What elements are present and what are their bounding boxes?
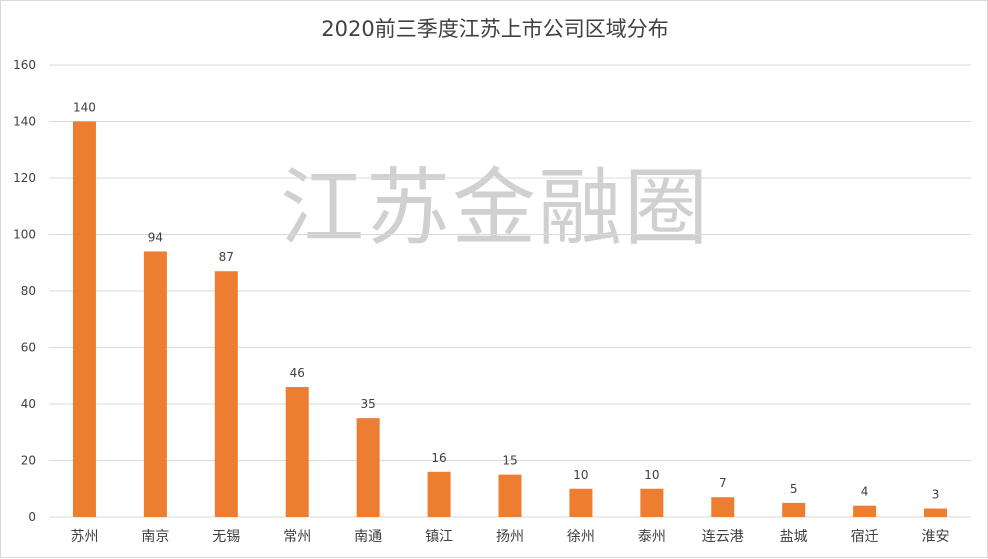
bar-1	[143, 251, 167, 517]
x-category-label: 常州	[283, 529, 311, 545]
y-tick-label: 120	[13, 171, 36, 185]
bar-2	[214, 271, 238, 517]
y-tick-label: 60	[21, 341, 36, 355]
x-category-label: 盐城	[780, 529, 808, 545]
data-label: 10	[573, 468, 588, 482]
x-category-label: 无锡	[212, 529, 240, 545]
x-category-label: 南通	[354, 529, 382, 545]
data-label: 87	[219, 250, 234, 264]
data-label: 16	[431, 451, 446, 465]
x-category-label: 南京	[141, 529, 169, 545]
bar-6	[498, 474, 522, 517]
bar-11	[853, 505, 877, 517]
data-label: 46	[290, 366, 305, 380]
bar-8	[640, 488, 664, 517]
x-category-label: 徐州	[567, 529, 595, 545]
x-category-label: 淮安	[922, 529, 950, 545]
x-category-label: 扬州	[496, 529, 524, 545]
data-label: 3	[932, 488, 940, 502]
bar-5	[427, 471, 451, 517]
y-axis-ticks: 0 20 40 60 80 100 120 140 160	[13, 58, 36, 524]
y-tick-label: 40	[21, 397, 36, 411]
y-tick-label: 80	[21, 284, 36, 298]
x-category-label: 苏州	[70, 529, 98, 545]
bar-10	[782, 502, 806, 517]
data-label: 7	[719, 476, 727, 490]
x-category-label: 宿迁	[851, 528, 879, 545]
bar-12	[924, 508, 948, 517]
data-label: 15	[502, 454, 517, 468]
y-tick-label: 0	[28, 510, 36, 524]
data-label: 35	[361, 397, 376, 411]
data-label: 5	[790, 482, 798, 496]
y-tick-label: 20	[21, 454, 36, 468]
bar-3	[285, 387, 309, 517]
bar-7	[569, 488, 593, 517]
x-axis-categories: 苏州 南京 无锡 常州 南通 镇江 扬州 徐州 泰州 连云港 盐城 宿迁 淮安	[70, 528, 949, 545]
chart-title: 2020前三季度江苏上市公司区域分布	[321, 17, 669, 41]
x-category-label: 泰州	[638, 529, 666, 545]
bar-9	[711, 497, 735, 517]
y-tick-label: 160	[13, 58, 36, 72]
x-category-label: 镇江	[425, 529, 453, 545]
y-tick-label: 100	[13, 228, 36, 242]
data-labels: 140 94 87 46 35 16 15 10 10 7 5 4 3	[73, 101, 939, 502]
bar-0	[72, 121, 96, 517]
x-category-label: 连云港	[702, 529, 744, 545]
data-label: 10	[644, 468, 659, 482]
data-label: 140	[73, 101, 96, 115]
data-label: 4	[861, 485, 869, 499]
bar-4	[356, 418, 380, 517]
y-tick-label: 140	[13, 115, 36, 129]
gridlines	[49, 64, 971, 518]
data-label: 94	[148, 230, 163, 244]
bars	[72, 121, 948, 517]
